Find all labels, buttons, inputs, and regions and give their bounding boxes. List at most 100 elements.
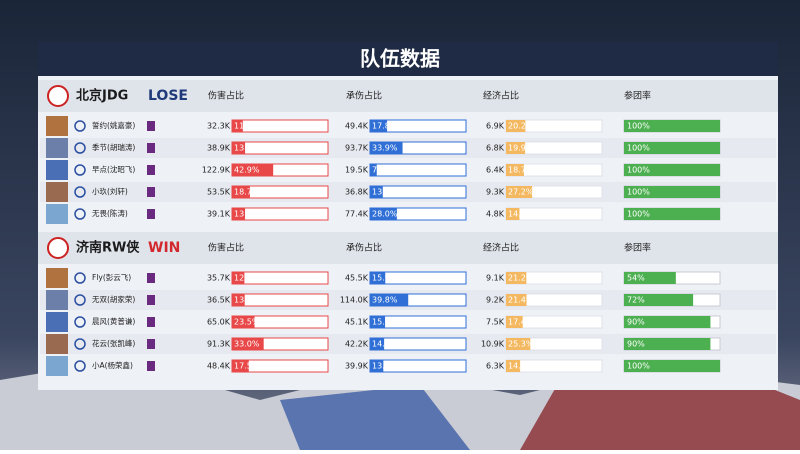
share-bar — [370, 272, 386, 284]
stat-value: 19.5K — [345, 166, 369, 175]
stat-value: 122.9K — [202, 166, 231, 175]
stat-value: 36.8K — [345, 188, 369, 197]
item-icon — [147, 273, 155, 283]
share-bar — [370, 316, 386, 328]
stat-value: 6.8K — [486, 144, 505, 153]
title-bar — [38, 42, 778, 76]
role-icon — [74, 164, 86, 176]
stat-value: 35.7K — [207, 274, 231, 283]
participation-label: 100% — [627, 122, 650, 131]
item-icon — [147, 317, 155, 327]
share-label: 14.7% — [372, 340, 398, 349]
share-label: 42.9% — [234, 166, 260, 175]
role-icon — [74, 142, 86, 154]
share-label: 7.0% — [372, 166, 393, 175]
stat-value: 48.4K — [207, 362, 231, 371]
item-icon — [147, 165, 155, 175]
team-header — [38, 232, 778, 264]
share-bar — [232, 208, 246, 220]
share-bar — [232, 360, 249, 372]
item-icon — [147, 143, 155, 153]
team-name: 济南RW侠 — [76, 240, 140, 256]
stat-value: 6.3K — [486, 362, 505, 371]
share-label: 33.9% — [372, 144, 398, 153]
share-label: 11.3% — [234, 122, 260, 131]
hero-portrait — [46, 312, 68, 332]
share-bar — [370, 360, 384, 372]
role-icon — [74, 316, 86, 328]
share-label: 17.8% — [372, 122, 398, 131]
share-bar — [506, 120, 526, 132]
participation-label: 54% — [627, 274, 645, 283]
stat-value: 45.5K — [345, 274, 369, 283]
share-label: 28.0% — [372, 210, 398, 219]
player-name: 花云(张凯峰) — [92, 338, 135, 348]
stat-value: 38.9K — [207, 144, 231, 153]
role-icon — [74, 272, 86, 284]
share-label: 18.7% — [508, 166, 534, 175]
item-icon — [147, 187, 155, 197]
participation-label: 72% — [627, 296, 645, 305]
share-bar — [370, 120, 388, 132]
team-logo — [47, 85, 69, 107]
share-label: 17.4% — [508, 318, 534, 327]
stat-value: 36.5K — [207, 296, 231, 305]
item-icon — [147, 361, 155, 371]
stat-value: 9.2K — [486, 296, 505, 305]
team-result: LOSE — [148, 88, 188, 104]
column-header: 经济占比 — [483, 242, 519, 254]
share-bar — [506, 186, 533, 198]
share-label: 13.2% — [234, 296, 260, 305]
participation-bar — [624, 338, 711, 350]
stat-value: 9.3K — [486, 188, 505, 197]
player-name: 无畏(陈涛) — [92, 208, 128, 218]
share-bar — [370, 186, 383, 198]
share-label: 15.9% — [372, 274, 398, 283]
stat-value: 39.1K — [207, 210, 231, 219]
share-bar — [506, 164, 524, 176]
column-header: 参团率 — [624, 242, 651, 254]
share-label: 23.5% — [234, 318, 260, 327]
column-header: 伤害占比 — [208, 90, 244, 102]
share-label: 21.4% — [508, 296, 534, 305]
participation-bar — [624, 120, 720, 132]
item-icon — [147, 209, 155, 219]
column-header: 参团率 — [624, 90, 651, 102]
backdrop-art — [280, 385, 470, 450]
share-label: 14.7% — [508, 362, 534, 371]
team-header — [38, 80, 778, 112]
hero-portrait — [46, 268, 68, 288]
role-icon — [74, 360, 86, 372]
player-name: 小玖(刘轩) — [92, 186, 128, 196]
participation-label: 100% — [627, 144, 650, 153]
share-label: 13.9% — [372, 362, 398, 371]
stat-value: 10.9K — [481, 340, 505, 349]
stat-value: 6.9K — [486, 122, 505, 131]
hero-portrait — [46, 290, 68, 310]
share-label: 14.0% — [508, 210, 534, 219]
share-label: 17.5% — [234, 362, 260, 371]
participation-label: 100% — [627, 362, 650, 371]
share-bar — [232, 338, 264, 350]
title: 队伍数据 — [360, 47, 440, 71]
stat-value: 32.3K — [207, 122, 231, 131]
share-label: 13.3% — [372, 188, 398, 197]
share-label: 12.9% — [234, 274, 260, 283]
share-label: 13.6% — [234, 210, 260, 219]
hero-portrait — [46, 204, 68, 224]
role-icon — [74, 186, 86, 198]
hero-portrait — [46, 160, 68, 180]
stat-value: 93.7K — [345, 144, 369, 153]
share-label: 25.3% — [508, 340, 534, 349]
share-label: 33.0% — [234, 340, 260, 349]
column-header: 承伤占比 — [346, 242, 382, 254]
share-bar — [506, 208, 520, 220]
hero-portrait — [46, 182, 68, 202]
share-bar — [232, 272, 245, 284]
stat-value: 7.5K — [486, 318, 505, 327]
player-name: 晨风(黄普谦) — [92, 316, 135, 326]
share-label: 19.9% — [508, 144, 534, 153]
stat-value: 39.9K — [345, 362, 369, 371]
player-name: 誓约(姚嘉豪) — [92, 120, 135, 130]
